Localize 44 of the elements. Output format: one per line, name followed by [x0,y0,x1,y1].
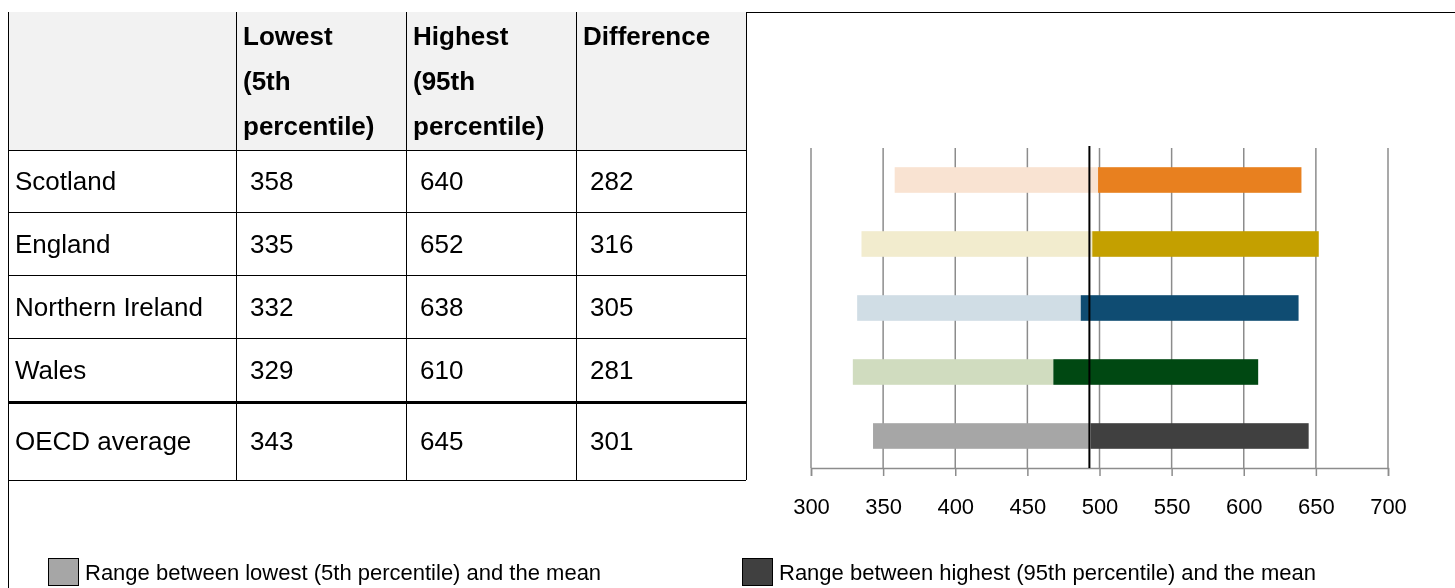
bar [894,167,1099,193]
category-label: Scotland [15,166,117,196]
data-label: 305 [590,291,634,322]
data-label: 301 [590,426,634,456]
bar [857,295,1081,321]
bar [1092,231,1319,257]
data-label: 358 [250,166,294,196]
category-label: OECD average [15,426,192,456]
data-label: 282 [590,166,634,196]
legend-label: Range between lowest (5th percentile) and the mean [85,560,602,585]
category-label: England [15,228,111,259]
bar [873,423,1091,449]
bar [852,359,1054,385]
x-tick-label: 700 [1370,493,1407,519]
data-label: 316 [590,228,634,259]
legend-label: Range between highest (95th percentile) and the mean [779,560,1316,585]
category-label: Northern Ireland [15,291,203,322]
data-label: 343 [250,426,294,456]
bar [1090,423,1309,449]
bar [1098,167,1302,193]
x-tick-label: 450 [1009,493,1047,519]
category-label: Wales [15,355,87,385]
data-label: 329 [250,355,294,385]
data-label: 335 [250,228,294,259]
text: Lowest (5th percentile) [243,21,375,141]
data-label: 640 [420,166,464,196]
text: Highest (95th percentile) [413,21,545,141]
text: Difference [583,21,711,51]
data-label: 332 [250,291,294,322]
x-tick-label: 300 [793,493,830,519]
data-label: 652 [420,228,464,259]
x-tick-label: 400 [937,493,975,519]
x-tick-label: 350 [865,493,902,519]
data-label: 610 [420,355,464,385]
bar [1080,295,1299,321]
x-tick-label: 600 [1225,493,1263,519]
x-tick-label: 650 [1298,493,1335,519]
data-label: 281 [590,355,634,385]
data-label: 638 [420,291,464,322]
data-label: 645 [420,426,464,456]
x-tick-label: 500 [1081,493,1119,519]
bar [861,231,1093,257]
x-tick-label: 550 [1153,493,1191,519]
bar [1053,359,1259,385]
